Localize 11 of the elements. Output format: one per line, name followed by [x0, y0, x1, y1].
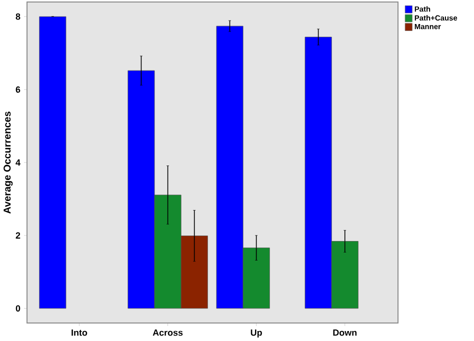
x-tick-label: Down [333, 330, 357, 336]
y-tick-label: 4 [16, 159, 20, 166]
x-tick-label: Across [152, 330, 183, 336]
x-tick-label: Into [72, 330, 88, 336]
y-tick-label: 2 [16, 232, 20, 239]
y-axis-title: Average Occurrences [4, 112, 13, 214]
bar [39, 16, 66, 309]
y-tick-label: 0 [16, 305, 20, 312]
y-tick-label: 8 [16, 13, 20, 20]
y-tick-label: 6 [16, 86, 20, 93]
x-tick-label: Up [250, 330, 262, 338]
